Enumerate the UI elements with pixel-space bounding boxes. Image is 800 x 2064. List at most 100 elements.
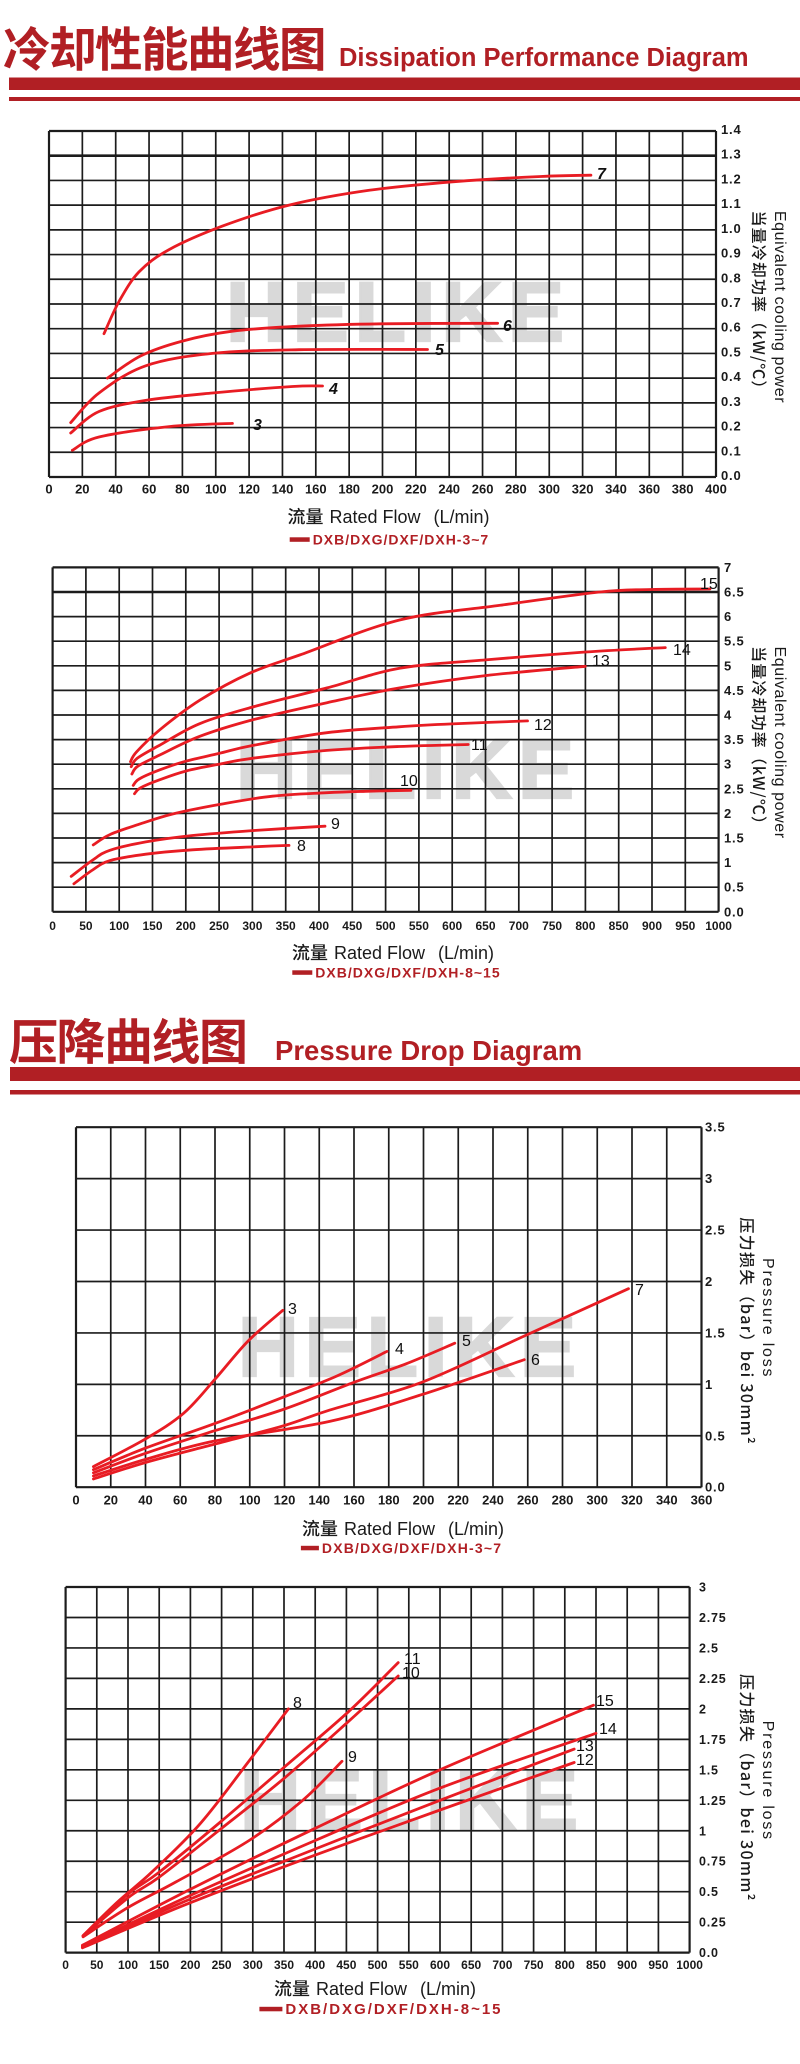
svg-text:0.5: 0.5 xyxy=(721,344,741,359)
svg-text:140: 140 xyxy=(308,1493,330,1508)
svg-text:0.9: 0.9 xyxy=(721,246,741,261)
svg-text:350: 350 xyxy=(276,919,296,933)
svg-text:1: 1 xyxy=(705,1377,713,1392)
svg-text:280: 280 xyxy=(552,1493,574,1508)
svg-text:450: 450 xyxy=(336,1958,356,1972)
svg-text:100: 100 xyxy=(118,1958,138,1972)
svg-text:340: 340 xyxy=(656,1493,678,1508)
svg-text:300: 300 xyxy=(538,482,560,497)
svg-text:750: 750 xyxy=(542,919,562,933)
svg-text:360: 360 xyxy=(638,482,660,497)
svg-text:2.75: 2.75 xyxy=(699,1611,727,1625)
svg-text:60: 60 xyxy=(142,482,156,497)
svg-text:11: 11 xyxy=(471,737,488,754)
svg-text:120: 120 xyxy=(274,1493,296,1508)
svg-text:180: 180 xyxy=(338,482,360,497)
svg-text:4: 4 xyxy=(724,708,732,723)
svg-text:550: 550 xyxy=(399,1958,419,1972)
svg-text:200: 200 xyxy=(372,482,394,497)
svg-text:260: 260 xyxy=(472,482,494,497)
svg-text:3: 3 xyxy=(705,1171,713,1186)
svg-text:800: 800 xyxy=(575,919,595,933)
svg-text:100: 100 xyxy=(239,1493,261,1508)
svg-text:Pressure loss: Pressure loss xyxy=(759,1721,776,1841)
svg-text:150: 150 xyxy=(142,919,162,933)
svg-text:0.2: 0.2 xyxy=(721,419,741,434)
svg-text:500: 500 xyxy=(376,919,396,933)
svg-text:3: 3 xyxy=(724,757,732,772)
svg-text:1.75: 1.75 xyxy=(699,1733,727,1747)
svg-text:200: 200 xyxy=(413,1493,435,1508)
svg-text:1.5: 1.5 xyxy=(705,1325,725,1340)
svg-text:14: 14 xyxy=(673,642,691,659)
svg-text:2: 2 xyxy=(705,1274,713,1289)
svg-text:1: 1 xyxy=(724,855,732,870)
svg-text:900: 900 xyxy=(642,919,662,933)
svg-text:650: 650 xyxy=(461,1958,481,1972)
svg-text:0.0: 0.0 xyxy=(724,904,744,919)
svg-text:240: 240 xyxy=(438,482,460,497)
svg-text:160: 160 xyxy=(343,1493,365,1508)
svg-text:600: 600 xyxy=(442,919,462,933)
svg-text:80: 80 xyxy=(208,1493,222,1508)
svg-text:950: 950 xyxy=(648,1958,668,1972)
svg-text:DXB/DXG/DXF/DXH-3~7: DXB/DXG/DXF/DXH-3~7 xyxy=(322,1540,502,1556)
svg-text:0: 0 xyxy=(45,482,52,497)
svg-text:8: 8 xyxy=(293,1695,302,1712)
svg-text:400: 400 xyxy=(309,919,329,933)
svg-text:60: 60 xyxy=(173,1493,187,1508)
svg-text:(L/min): (L/min) xyxy=(434,507,490,527)
svg-text:650: 650 xyxy=(475,919,495,933)
svg-text:Equivalent cooling power: Equivalent cooling power xyxy=(771,211,788,403)
svg-text:3: 3 xyxy=(253,417,262,434)
svg-text:(L/min): (L/min) xyxy=(438,943,494,963)
svg-text:12: 12 xyxy=(576,1752,594,1769)
svg-text:240: 240 xyxy=(482,1493,504,1508)
svg-text:6.5: 6.5 xyxy=(724,585,744,600)
svg-text:120: 120 xyxy=(238,482,260,497)
svg-text:1.3: 1.3 xyxy=(721,147,741,162)
svg-text:450: 450 xyxy=(342,919,362,933)
svg-text:220: 220 xyxy=(447,1493,469,1508)
svg-text:6: 6 xyxy=(724,609,732,624)
svg-text:280: 280 xyxy=(505,482,527,497)
svg-text:0.5: 0.5 xyxy=(724,880,744,895)
svg-text:340: 340 xyxy=(605,482,627,497)
svg-text:9: 9 xyxy=(331,816,340,833)
svg-text:Rated Flow: Rated Flow xyxy=(344,1519,436,1539)
svg-text:0.5: 0.5 xyxy=(705,1428,725,1443)
svg-text:300: 300 xyxy=(586,1493,608,1508)
svg-text:40: 40 xyxy=(138,1493,152,1508)
svg-text:360: 360 xyxy=(691,1493,713,1508)
svg-text:0.0: 0.0 xyxy=(721,468,741,483)
svg-text:300: 300 xyxy=(243,1958,263,1972)
svg-text:700: 700 xyxy=(509,919,529,933)
svg-text:14: 14 xyxy=(599,1721,617,1738)
svg-text:250: 250 xyxy=(212,1958,232,1972)
svg-text:9: 9 xyxy=(348,1749,357,1766)
svg-text:0.25: 0.25 xyxy=(699,1916,727,1930)
svg-text:1: 1 xyxy=(699,1824,707,1838)
svg-text:HELIKE: HELIKE xyxy=(238,1300,582,1394)
svg-text:20: 20 xyxy=(104,1493,118,1508)
svg-text:2.5: 2.5 xyxy=(724,781,744,796)
svg-text:2: 2 xyxy=(699,1702,707,1716)
svg-text:20: 20 xyxy=(75,482,89,497)
svg-text:900: 900 xyxy=(617,1958,637,1972)
svg-text:0.3: 0.3 xyxy=(721,394,741,409)
svg-text:100: 100 xyxy=(109,919,129,933)
svg-text:1000: 1000 xyxy=(676,1958,703,1972)
svg-text:DXB/DXG/DXF/DXH-8~15: DXB/DXG/DXF/DXH-8~15 xyxy=(315,965,500,981)
svg-text:HELIKE: HELIKE xyxy=(236,722,580,816)
svg-text:0.7: 0.7 xyxy=(721,295,741,310)
svg-text:400: 400 xyxy=(705,482,727,497)
svg-text:180: 180 xyxy=(378,1493,400,1508)
svg-text:1.5: 1.5 xyxy=(699,1763,719,1777)
svg-text:200: 200 xyxy=(176,919,196,933)
svg-text:150: 150 xyxy=(149,1958,169,1972)
svg-text:950: 950 xyxy=(675,919,695,933)
svg-text:5: 5 xyxy=(724,658,732,673)
svg-text:40: 40 xyxy=(108,482,122,497)
svg-text:0.75: 0.75 xyxy=(699,1855,727,1869)
svg-text:320: 320 xyxy=(572,482,594,497)
